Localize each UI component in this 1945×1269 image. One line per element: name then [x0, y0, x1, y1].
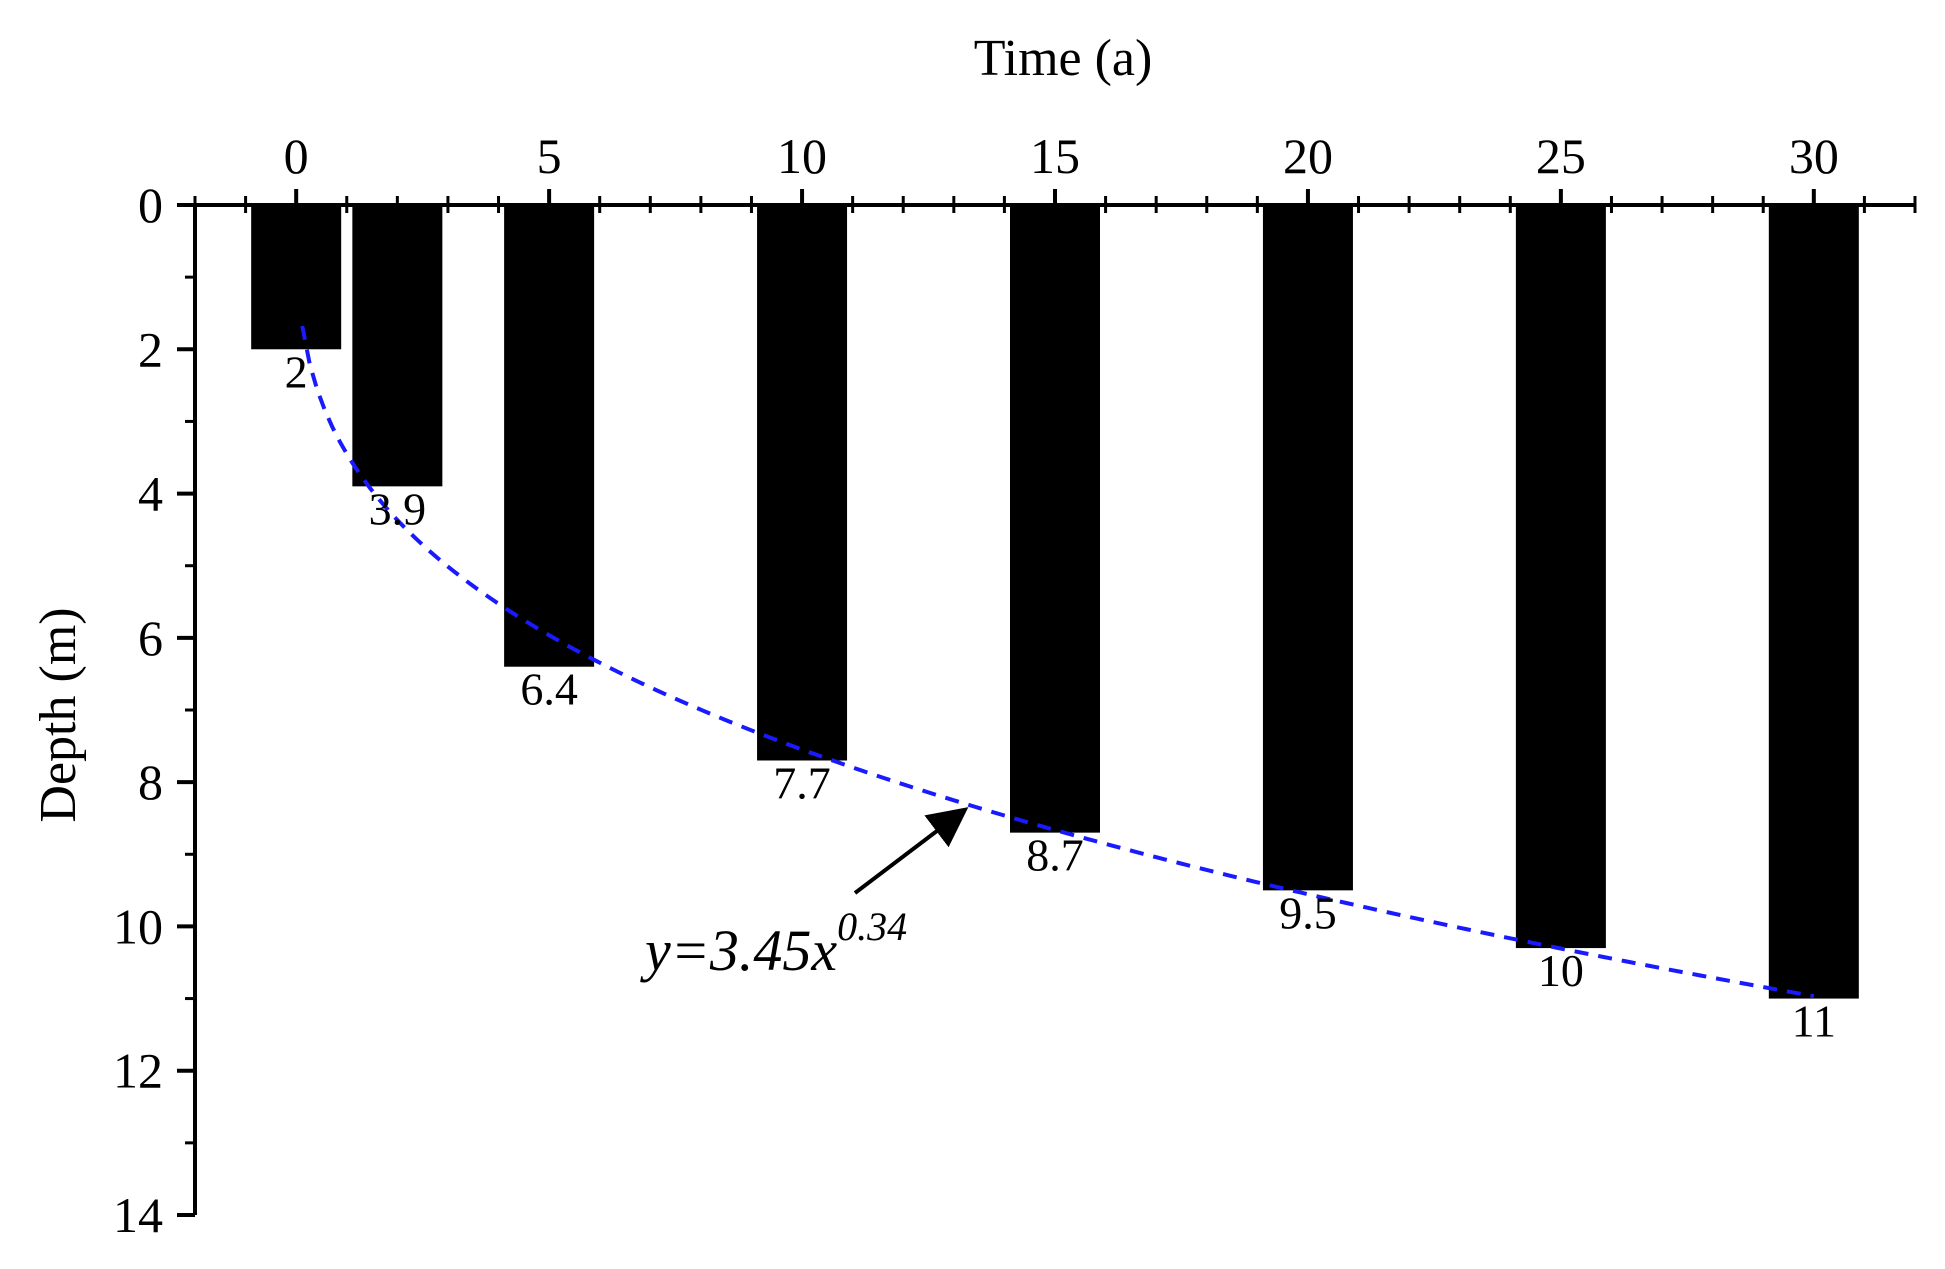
- bar-value-label-1: 3.9: [369, 483, 427, 534]
- y-axis-title: Depth (m): [30, 607, 87, 822]
- fit-equation-exponent: 0.34: [837, 904, 907, 949]
- bar-2: [504, 205, 595, 667]
- x-axis-title: Time (a): [974, 30, 1153, 87]
- bar-6: [1515, 205, 1606, 949]
- fit-curve: [300, 325, 1815, 999]
- y-tick-label: 0: [138, 177, 163, 233]
- bar-value-label-0: 2: [285, 346, 308, 397]
- bar-value-label-7: 11: [1792, 996, 1836, 1047]
- fit-annotation-arrow: [853, 807, 969, 895]
- x-tick-label: 25: [1536, 128, 1586, 184]
- x-tick-label: 10: [777, 128, 827, 184]
- y-tick-label: 2: [138, 321, 163, 377]
- x-tick-label: 0: [284, 128, 309, 184]
- bar-value-label-5: 9.5: [1279, 887, 1337, 938]
- fit-equation-base: y=3.45x: [640, 918, 837, 983]
- bar-4: [1010, 205, 1100, 833]
- y-tick-label: 14: [113, 1187, 163, 1243]
- y-tick-label: 8: [138, 754, 163, 810]
- bar-5: [1262, 205, 1353, 891]
- bar-0: [251, 205, 342, 350]
- bar-1: [352, 205, 443, 487]
- x-tick-label: 15: [1030, 128, 1080, 184]
- bar-value-label-3: 7.7: [773, 758, 831, 809]
- bar-value-label-6: 10: [1538, 945, 1584, 996]
- bar-3: [757, 205, 848, 761]
- y-tick-label: 12: [113, 1043, 163, 1099]
- y-tick-label: 4: [138, 466, 163, 522]
- x-tick-label: 20: [1283, 128, 1333, 184]
- bar-value-label-2: 6.4: [520, 664, 578, 715]
- fit-equation: y=3.45x0.34: [640, 904, 907, 983]
- bar-value-label-4: 8.7: [1026, 830, 1084, 881]
- bar-7: [1768, 205, 1859, 999]
- y-tick-label: 10: [113, 898, 163, 954]
- x-tick-label: 30: [1789, 128, 1839, 184]
- x-tick-label: 5: [537, 128, 562, 184]
- y-tick-label: 6: [138, 610, 163, 666]
